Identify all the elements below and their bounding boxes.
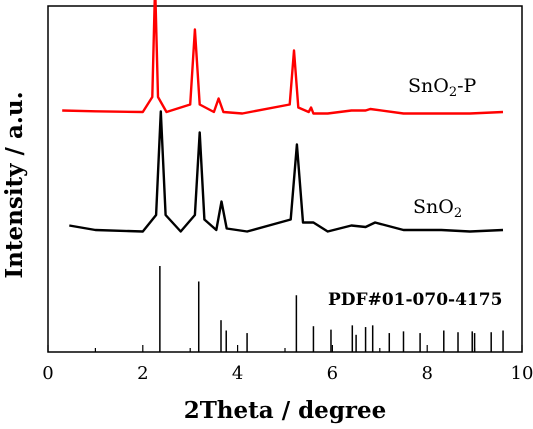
x-axis-title: 2Theta / degree	[184, 397, 387, 424]
reference-pattern	[159, 266, 504, 352]
annotation-sno2: SnO2	[413, 196, 462, 221]
y-axis-title: Intensity / a.u.	[1, 91, 28, 278]
series-line-sno2	[69, 110, 504, 233]
series-layer	[62, 0, 504, 233]
x-tick-label: 0	[42, 363, 53, 384]
series-line-sno2-p	[62, 0, 504, 115]
x-tick-label: 2	[137, 363, 148, 384]
x-tick-label: 6	[327, 363, 338, 384]
annotation-sno2-p: SnO2-P	[408, 75, 477, 100]
annotation-pdf-card: PDF#01-070-4175	[328, 290, 502, 310]
x-tick-label: 8	[421, 363, 432, 384]
x-tick-label: 10	[511, 363, 533, 384]
x-tick-label: 4	[232, 363, 243, 384]
x-axis-ticks: 0 2 4 6 8 10	[42, 345, 533, 384]
